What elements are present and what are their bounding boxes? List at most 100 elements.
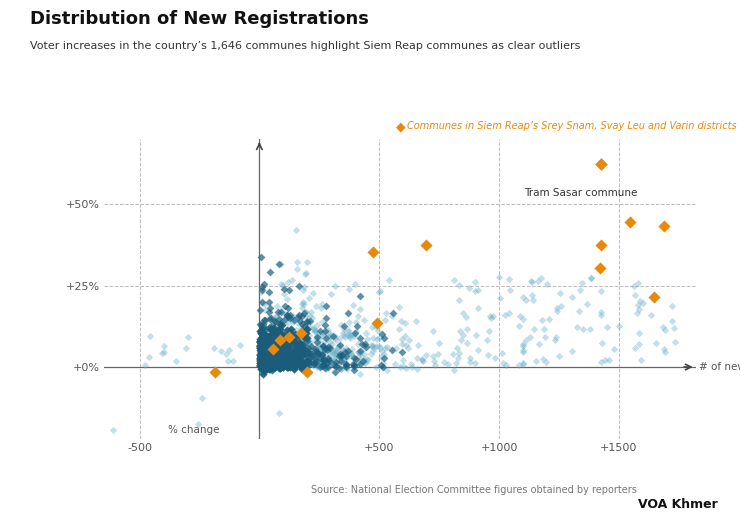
Point — [284, 314, 296, 322]
Point — [278, 343, 289, 351]
Point — [274, 348, 286, 356]
Point — [267, 350, 279, 359]
Point — [302, 357, 314, 365]
Point — [420, 241, 432, 249]
Point — [278, 331, 289, 339]
Point — [287, 336, 299, 344]
Point — [260, 361, 272, 369]
Point — [255, 347, 266, 356]
Point — [273, 342, 285, 350]
Point — [312, 347, 323, 355]
Point — [334, 333, 346, 342]
Text: ◆: ◆ — [396, 120, 406, 133]
Point — [296, 363, 308, 372]
Point — [279, 334, 291, 343]
Point — [260, 351, 272, 360]
Point — [312, 349, 324, 357]
Point — [282, 352, 294, 361]
Point — [390, 344, 402, 352]
Point — [278, 336, 290, 345]
Point — [272, 332, 283, 341]
Point — [258, 361, 270, 369]
Point — [340, 352, 352, 360]
Point — [266, 326, 278, 334]
Point — [257, 356, 269, 364]
Point — [332, 351, 344, 360]
Point — [265, 364, 277, 373]
Point — [256, 330, 268, 338]
Point — [280, 335, 292, 343]
Point — [321, 344, 333, 352]
Point — [273, 358, 285, 366]
Point — [266, 360, 278, 368]
Point — [267, 330, 279, 338]
Point — [322, 356, 334, 364]
Point — [386, 346, 398, 354]
Point — [286, 350, 298, 358]
Point — [278, 358, 289, 366]
Point — [260, 342, 272, 350]
Point — [305, 338, 317, 347]
Point — [260, 342, 272, 350]
Point — [448, 276, 460, 284]
Point — [274, 325, 286, 333]
Point — [288, 337, 300, 345]
Point — [255, 341, 267, 349]
Point — [182, 333, 194, 342]
Point — [269, 362, 281, 370]
Point — [259, 357, 271, 365]
Point — [283, 362, 295, 370]
Point — [263, 361, 275, 369]
Point — [258, 358, 270, 366]
Point — [334, 351, 346, 359]
Point — [319, 327, 331, 335]
Point — [290, 227, 302, 235]
Point — [576, 279, 588, 287]
Point — [628, 282, 639, 290]
Point — [255, 339, 266, 347]
Point — [259, 353, 271, 362]
Point — [255, 350, 266, 358]
Point — [366, 322, 377, 331]
Point — [263, 341, 275, 349]
Point — [269, 346, 280, 354]
Point — [269, 317, 280, 325]
Point — [297, 334, 309, 342]
Point — [274, 348, 286, 356]
Point — [261, 352, 273, 361]
Point — [349, 327, 361, 335]
Point — [356, 340, 368, 348]
Point — [283, 359, 295, 367]
Point — [272, 356, 284, 364]
Point — [277, 335, 289, 343]
Point — [260, 361, 272, 369]
Point — [304, 358, 316, 366]
Point — [263, 338, 275, 347]
Point — [257, 335, 269, 344]
Point — [319, 360, 331, 368]
Point — [318, 346, 330, 354]
Point — [297, 360, 309, 368]
Point — [275, 337, 286, 346]
Point — [265, 325, 277, 333]
Point — [286, 356, 298, 364]
Point — [283, 286, 295, 294]
Point — [317, 356, 329, 364]
Point — [341, 361, 353, 369]
Point — [263, 363, 275, 371]
Point — [294, 317, 306, 325]
Point — [322, 363, 334, 372]
Point — [257, 353, 269, 361]
Point — [282, 354, 294, 362]
Point — [335, 365, 347, 373]
Point — [282, 354, 294, 363]
Point — [275, 348, 287, 357]
Point — [574, 307, 585, 315]
Point — [254, 337, 266, 346]
Point — [276, 355, 288, 363]
Point — [254, 359, 266, 367]
Point — [535, 274, 547, 282]
Point — [648, 293, 659, 301]
Point — [255, 337, 266, 346]
Point — [283, 336, 295, 345]
